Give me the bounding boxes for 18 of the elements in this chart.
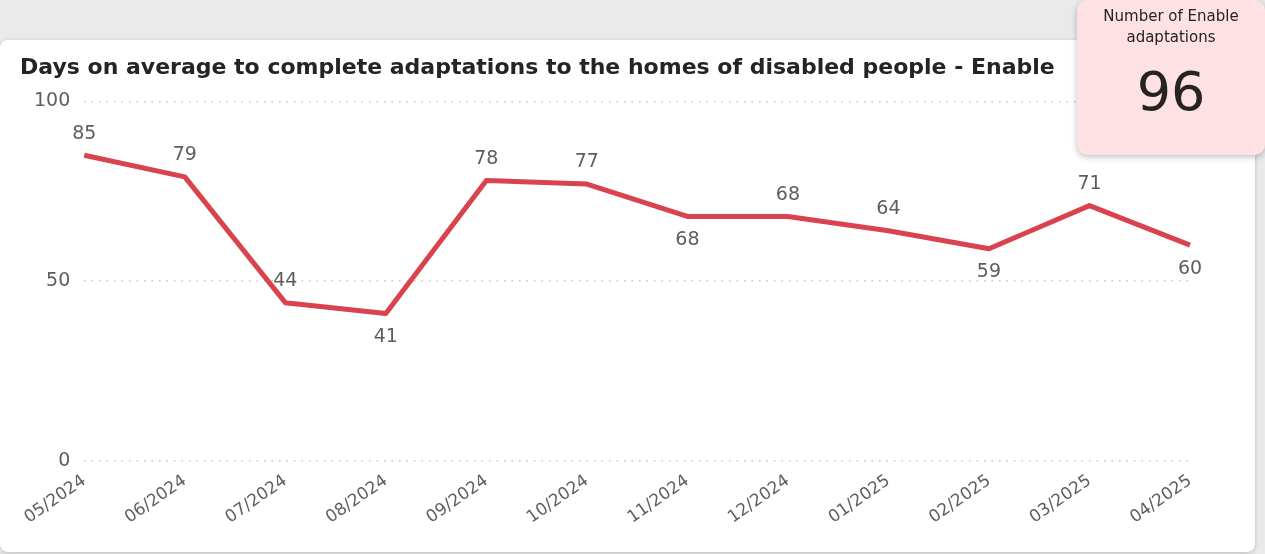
- annotation: 96: [1135, 60, 1207, 123]
- data-label: 68: [775, 181, 801, 204]
- data-label: 60: [1177, 255, 1203, 278]
- y-tick-label: 0: [58, 447, 71, 470]
- data-label: 85: [72, 120, 97, 143]
- data-label: 41: [373, 323, 398, 346]
- chart-title: Days on average to complete adaptations to the homes of disabled people - Enable: [20, 53, 1055, 79]
- data-label: 79: [172, 142, 197, 165]
- text: Number of Enable adaptations: [1102, 6, 1240, 48]
- data-label: 77: [574, 149, 599, 172]
- data-label: 78: [474, 145, 499, 168]
- data-label: 71: [1077, 171, 1102, 194]
- y-tick-label: 50: [46, 268, 71, 291]
- data-label: 68: [675, 226, 700, 249]
- data-label: 44: [273, 268, 298, 291]
- data-label: 59: [976, 259, 1002, 282]
- data-label: 64: [876, 196, 901, 219]
- y-tick-label: 100: [34, 88, 71, 111]
